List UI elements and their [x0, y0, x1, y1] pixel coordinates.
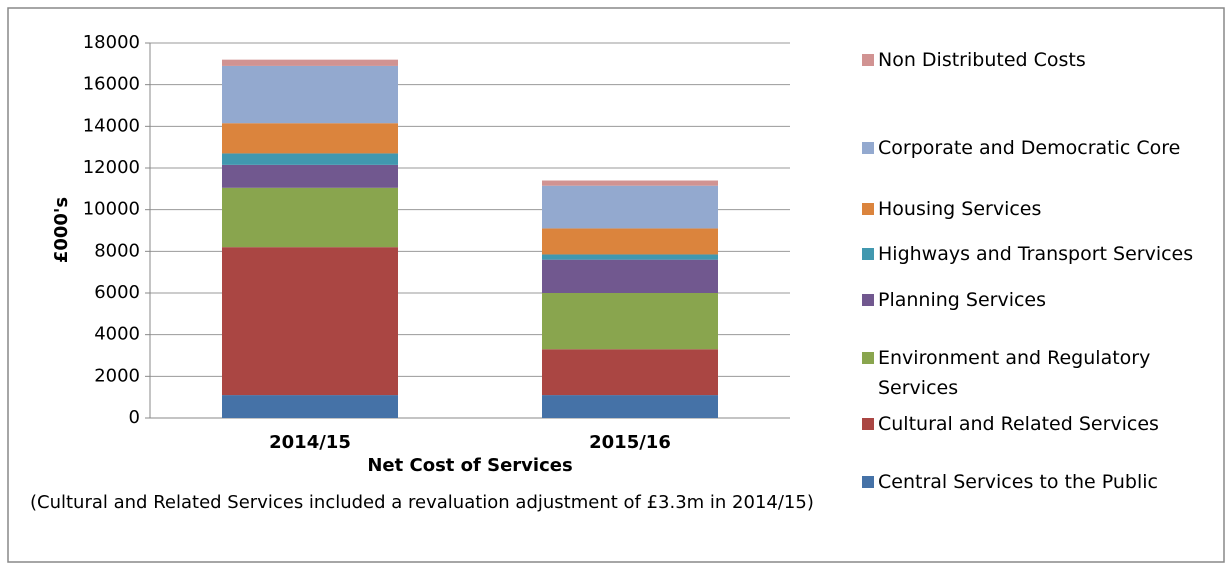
y-tick-label: 2000 — [94, 365, 140, 386]
bar-segment — [542, 395, 718, 418]
legend-label: Non Distributed Costs — [878, 49, 1086, 71]
legend-swatch — [862, 352, 874, 364]
bar-segment — [222, 65, 398, 124]
y-axis-label: £000's — [51, 197, 72, 263]
y-tick-label: 8000 — [94, 240, 140, 261]
legend-label: Cultural and Related Services — [878, 413, 1159, 435]
bar-segment — [542, 254, 718, 260]
bar-segment — [222, 59, 398, 66]
bar-segment — [222, 164, 398, 188]
bar-segment — [542, 349, 718, 396]
legend-swatch — [862, 294, 874, 306]
legend-label: Corporate and Democratic Core — [878, 137, 1181, 159]
y-tick-label: 16000 — [83, 74, 140, 95]
y-tick-label: 0 — [129, 407, 140, 428]
bar-segment — [542, 180, 718, 186]
bar-segment — [542, 185, 718, 229]
y-tick-label: 18000 — [83, 32, 140, 53]
legend-label: Housing Services — [878, 198, 1042, 220]
y-tick-label: 4000 — [94, 324, 140, 345]
x-tick-label: 2014/15 — [269, 432, 351, 453]
x-axis-label: Net Cost of Services — [367, 455, 572, 476]
bar-segment — [542, 293, 718, 350]
y-tick-label: 12000 — [83, 157, 140, 178]
y-tick-label: 6000 — [94, 282, 140, 303]
legend-swatch — [862, 476, 874, 488]
legend-label: Environment and Regulatory Services — [878, 347, 1151, 399]
bar-segment — [222, 395, 398, 418]
bar-segment — [222, 153, 398, 165]
legend-swatch — [862, 203, 874, 215]
legend-label: Highways and Transport Services — [878, 243, 1194, 265]
legend-swatch — [862, 54, 874, 66]
bar-segment — [542, 259, 718, 293]
legend-swatch — [862, 248, 874, 260]
annotation: (Cultural and Related Services included … — [30, 492, 814, 513]
y-tick-label: 10000 — [83, 199, 140, 220]
y-tick-label: 14000 — [83, 115, 140, 136]
bar-segment — [222, 187, 398, 248]
x-tick-label: 2015/16 — [589, 432, 671, 453]
bar-segment — [222, 123, 398, 154]
legend-label: Planning Services — [878, 289, 1047, 311]
legend-swatch — [862, 418, 874, 430]
bar-segment — [542, 228, 718, 255]
legend-label: Central Services to the Public — [878, 471, 1158, 493]
bar-segment — [222, 247, 398, 396]
legend-swatch — [862, 142, 874, 154]
